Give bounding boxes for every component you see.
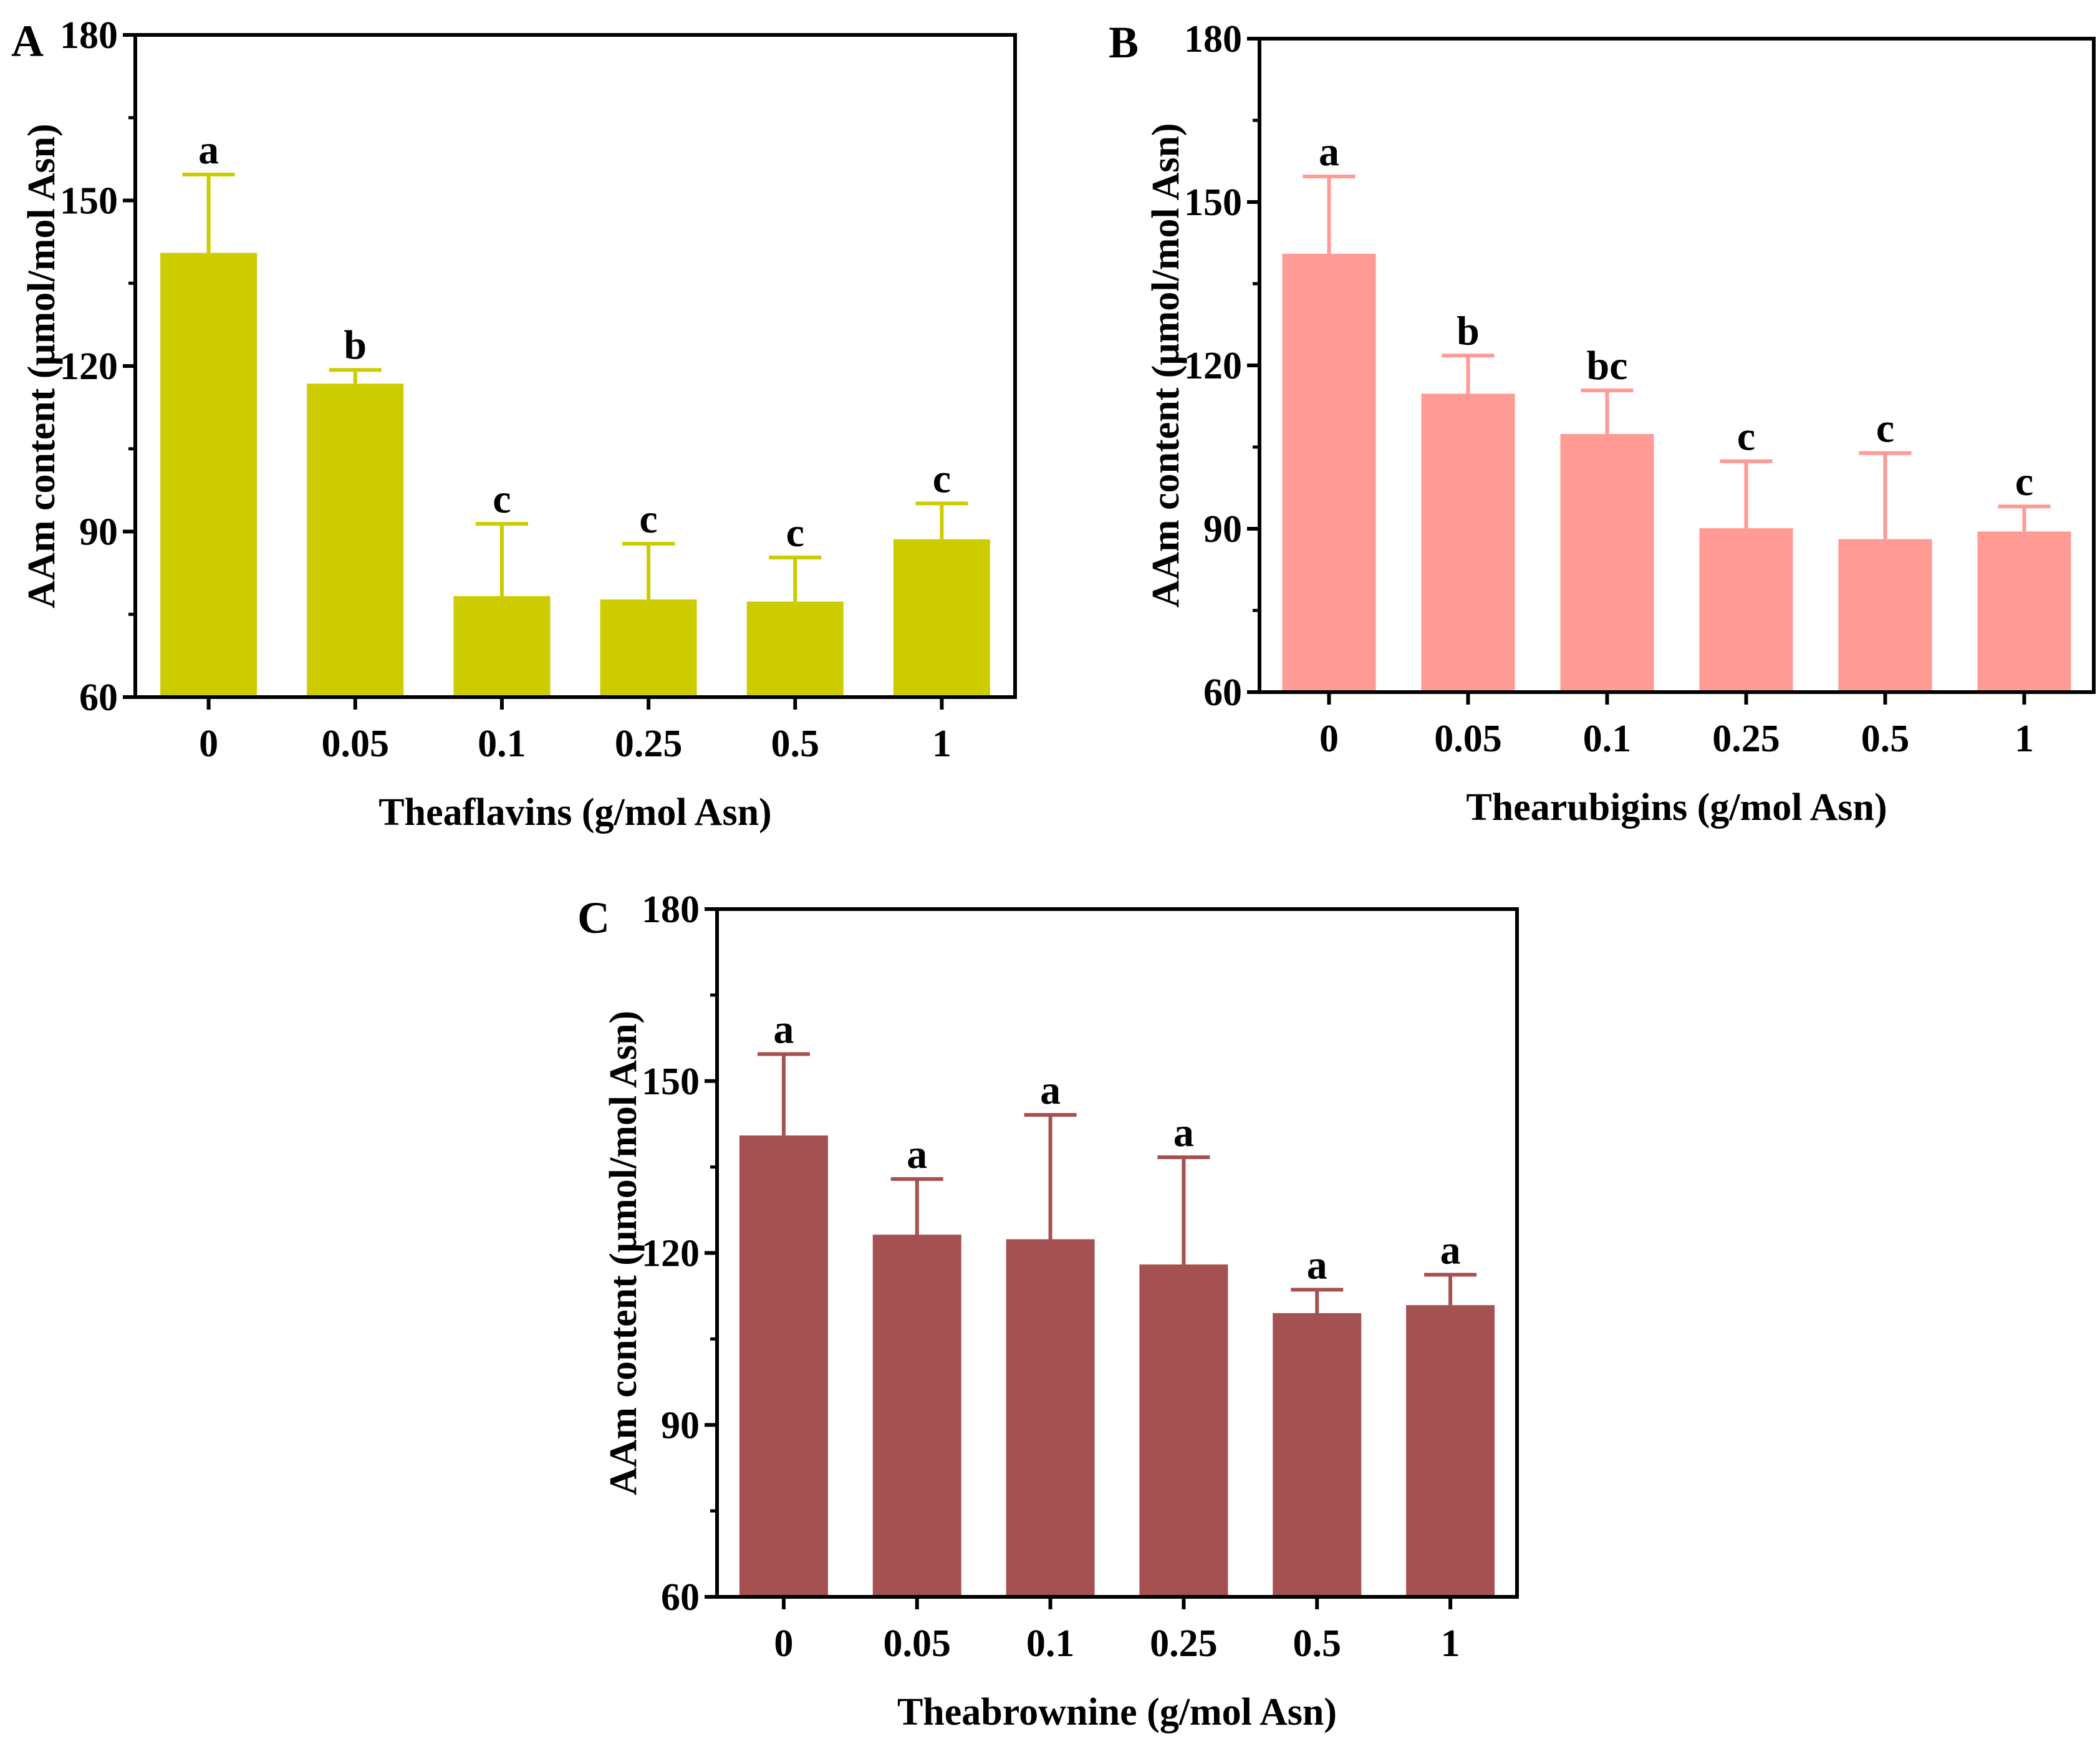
significance-label: c: [2015, 459, 2033, 504]
y-tick-label: 90: [79, 511, 118, 554]
y-tick-label: 150: [60, 180, 118, 223]
y-tick-label: 60: [1203, 672, 1242, 714]
significance-label: a: [1319, 129, 1339, 175]
x-tick-label: 1: [1441, 1622, 1460, 1665]
chart-panel-c: Ca a a a a a 60 90 120 150 180 0 0.05 0.1 0.25 0.5 1 Thea…: [577, 889, 1519, 1733]
y-axis-title: AAm content (μmol/mol Asn): [21, 123, 63, 608]
plot-frame: [715, 907, 1519, 1599]
bar: [1421, 393, 1515, 692]
y-tick-label: 150: [1184, 181, 1242, 224]
significance-label: b: [1457, 308, 1480, 354]
x-tick-label: 0.05: [1434, 718, 1502, 760]
bar: [453, 596, 551, 697]
bar: [1838, 539, 1932, 692]
x-tick-label: 0.25: [615, 723, 683, 765]
significance-label: a: [907, 1132, 927, 1177]
x-tick-label: 0.5: [1293, 1622, 1342, 1665]
y-tick-label: 90: [1203, 508, 1242, 551]
bar: [307, 383, 404, 697]
significance-label: a: [1040, 1067, 1061, 1113]
x-tick-label: 0.1: [1583, 718, 1632, 760]
significance-label: bc: [1587, 343, 1628, 388]
chart-panel-b: Ba b bc c c c 60 90 120 150 180 0 0.05 0.1 0.25 0.5 1 The…: [1109, 17, 2096, 829]
bar: [600, 599, 697, 697]
significance-label: c: [933, 456, 951, 501]
y-tick-label: 60: [79, 677, 118, 719]
x-axis-title: Theaflavins (g/mol Asn): [378, 791, 771, 834]
plot-frame: [1258, 37, 2096, 694]
bar: [739, 1135, 828, 1597]
x-tick-label: 0.1: [1026, 1622, 1075, 1665]
y-tick-label: 120: [60, 345, 118, 388]
x-axis-title: Theabrownine (g/mol Asn): [897, 1691, 1337, 1733]
panel-letter: C: [577, 893, 610, 943]
bar: [1273, 1313, 1362, 1597]
bar: [1560, 434, 1654, 692]
bar: [1139, 1264, 1228, 1597]
bar: [1977, 531, 2071, 692]
significance-label: a: [198, 127, 219, 173]
x-tick-label: 0.25: [1712, 718, 1780, 760]
significance-label: c: [639, 496, 657, 542]
x-tick-label: 0: [199, 723, 218, 765]
significance-label: a: [773, 1007, 794, 1053]
significance-label: c: [786, 510, 804, 556]
panel-letter: B: [1109, 17, 1139, 67]
bar: [1699, 528, 1793, 692]
x-tick-label: 0.5: [771, 723, 820, 765]
bar: [872, 1235, 961, 1597]
significance-label: c: [1737, 414, 1755, 460]
significance-label: c: [493, 476, 511, 522]
x-tick-label: 0: [1319, 718, 1339, 760]
y-tick-label: 90: [661, 1404, 700, 1447]
significance-label: b: [344, 322, 367, 368]
plot-frame: [133, 33, 1017, 699]
x-tick-label: 0: [774, 1622, 793, 1665]
bar: [1006, 1239, 1095, 1597]
bar: [893, 539, 990, 697]
x-tick-label: 0.25: [1150, 1622, 1218, 1665]
significance-label: a: [1173, 1110, 1194, 1155]
y-tick-label: 120: [642, 1233, 700, 1275]
x-axis-title: Thearubigins (g/mol Asn): [1466, 786, 1887, 829]
significance-label: a: [1440, 1227, 1461, 1273]
x-tick-label: 1: [932, 723, 951, 765]
x-tick-label: 1: [2015, 718, 2034, 760]
panel-letter: A: [11, 16, 44, 66]
significance-label: a: [1307, 1242, 1327, 1288]
y-axis-title: AAm content (μmol/mol Asn): [1145, 123, 1187, 607]
significance-label: c: [1876, 406, 1894, 451]
bar: [1282, 253, 1376, 692]
y-tick-label: 180: [1184, 18, 1242, 60]
x-tick-label: 0.5: [1861, 718, 1910, 760]
y-tick-label: 120: [1184, 345, 1242, 387]
bar: [746, 601, 844, 697]
bar: [160, 253, 258, 697]
y-tick-label: 150: [642, 1061, 700, 1103]
x-tick-label: 0.05: [322, 723, 390, 765]
chart-panel-a: Aa b c c c c 60 90 120 150 180 0 0.05 0.1 0.25 0.5 1 Thea…: [11, 14, 1017, 834]
x-tick-label: 0.05: [884, 1622, 951, 1665]
x-tick-label: 0.1: [478, 723, 526, 765]
y-tick-label: 60: [661, 1576, 700, 1619]
y-tick-label: 180: [60, 14, 118, 57]
bar: [1406, 1305, 1495, 1597]
y-tick-label: 180: [642, 889, 700, 931]
y-axis-title: AAm content (μmol/mol Asn): [602, 1011, 645, 1495]
